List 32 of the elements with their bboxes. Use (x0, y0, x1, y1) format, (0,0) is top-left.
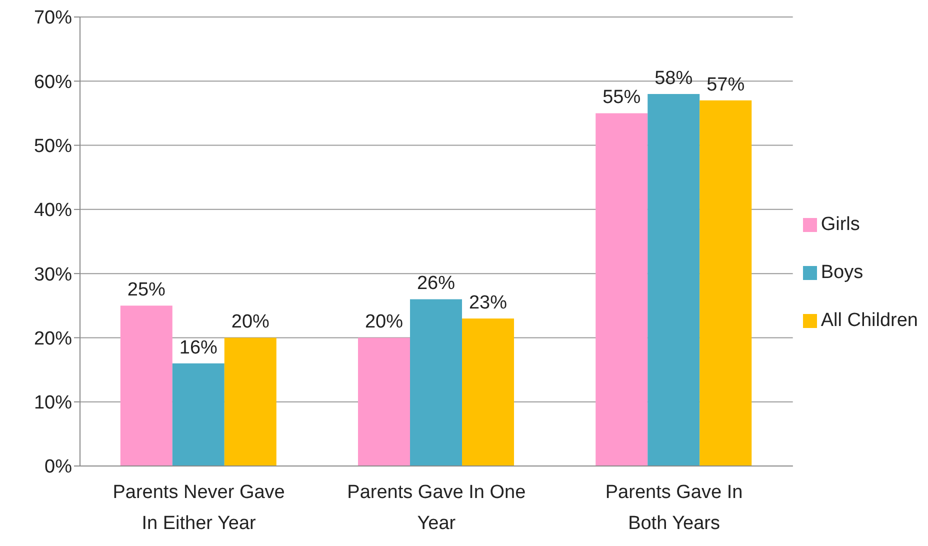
bar (700, 100, 752, 466)
y-tick-label: 10% (34, 392, 72, 414)
bar (648, 94, 700, 466)
x-tick-label: Parents Never Gave In Either Year (112, 482, 285, 534)
legend-label: Boys (820, 262, 864, 283)
data-label: 20% (231, 312, 270, 333)
legend-label: Girls (820, 214, 860, 235)
bar (358, 338, 410, 466)
bar (172, 363, 224, 466)
legend-label: All Children (820, 310, 918, 331)
data-label: 16% (179, 337, 218, 358)
data-label: 55% (602, 87, 641, 108)
y-tick-label: 60% (34, 72, 72, 93)
data-label: 57% (706, 74, 745, 96)
data-label: 58% (654, 68, 693, 89)
y-tick-label: 50% (34, 136, 72, 158)
y-tick-label: 0% (44, 456, 72, 478)
bar (462, 318, 514, 466)
y-tick-label: 70% (34, 8, 72, 29)
y-tick-label: 20% (34, 328, 72, 350)
data-label: 26% (416, 273, 456, 294)
x-tick-label: Parents Gave In One Year (347, 482, 526, 534)
bar (596, 113, 648, 466)
y-tick-label: 30% (34, 264, 72, 286)
y-tick-label: 40% (34, 200, 72, 222)
data-label: 20% (364, 312, 404, 333)
bar (120, 306, 172, 466)
data-label: 25% (127, 280, 166, 301)
bar (410, 299, 462, 466)
data-label: 23% (468, 292, 508, 314)
x-tick-label: Parents Gave In Both Years (605, 482, 743, 534)
bar (224, 338, 276, 466)
